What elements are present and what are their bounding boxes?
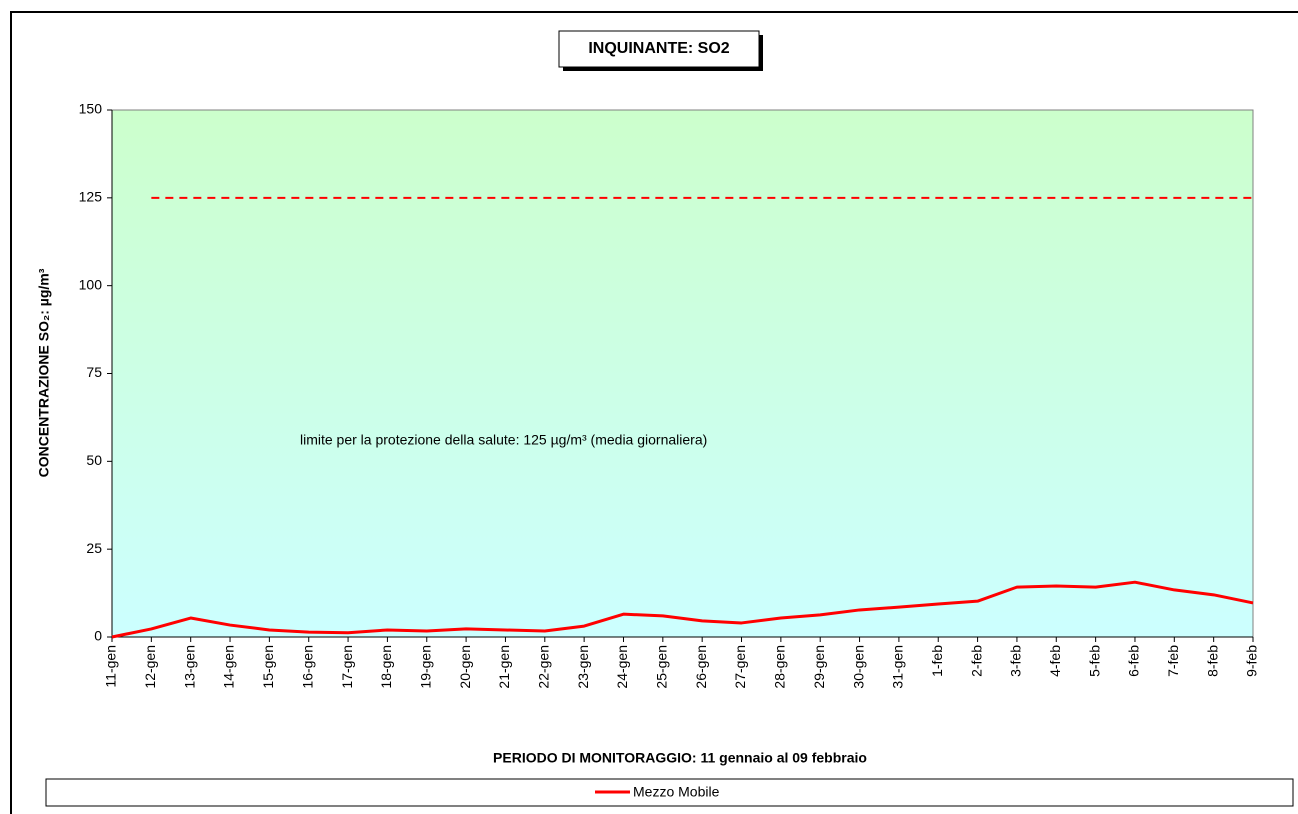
y-tick-label: 150 [79,101,103,117]
x-tick-label: 14-gen [221,645,237,689]
x-tick-label: 7-feb [1165,645,1181,677]
x-tick-label: 5-feb [1086,645,1102,677]
x-tick-label: 18-gen [378,645,394,689]
x-tick-label: 8-feb [1204,645,1220,677]
title-box [558,30,760,68]
x-tick-label: 29-gen [811,645,827,689]
x-tick-label: 24-gen [614,645,630,689]
y-tick-label: 50 [86,452,102,468]
x-tick-label: 20-gen [457,645,473,689]
x-tick-label: 21-gen [496,645,512,689]
series-line [111,580,1254,639]
x-tick-label: 12-gen [142,645,158,689]
x-tick-label: 11-gen [103,645,119,688]
x-tick-label: 6-feb [1126,645,1142,677]
y-tick-label: 25 [86,540,102,556]
y-tick-label: 75 [86,364,102,380]
x-tick-label: 1-feb [929,645,945,677]
x-tick-label: 16-gen [299,645,315,689]
annotation: limite per la protezione della salute: 1… [300,432,707,448]
y-tick-label: 125 [79,189,103,205]
plot-area [111,109,1254,638]
x-tick-label: 26-gen [693,645,709,689]
x-tick-label: 4-feb [1047,645,1063,677]
x-tick-label: 13-gen [181,645,197,689]
x-axis-title: PERIODO DI MONITORAGGIO: 11 gennaio al 0… [493,750,867,766]
chart-title: INQUINANTE: SO2 [588,40,729,57]
legend-label: Mezzo Mobile [633,784,720,800]
x-tick-label: 25-gen [654,645,670,689]
legend [45,778,1294,807]
x-tick-label: 23-gen [575,645,591,689]
y-tick-label: 100 [79,276,103,292]
x-tick-label: 27-gen [732,645,748,689]
x-tick-label: 2-feb [968,645,984,677]
x-tick-label: 15-gen [260,645,276,689]
y-tick-label: 0 [94,628,102,644]
x-tick-label: 28-gen [772,645,788,689]
y-axis-title: CONCENTRAZIONE SO₂: µg/m³ [36,268,52,477]
x-tick-label: 30-gen [850,645,866,689]
x-tick-label: 31-gen [890,645,906,689]
x-tick-label: 22-gen [535,645,551,689]
x-tick-label: 19-gen [417,645,433,689]
x-tick-label: 17-gen [339,645,355,689]
x-tick-label: 3-feb [1008,645,1024,677]
x-tick-label: 9-feb [1244,645,1260,677]
